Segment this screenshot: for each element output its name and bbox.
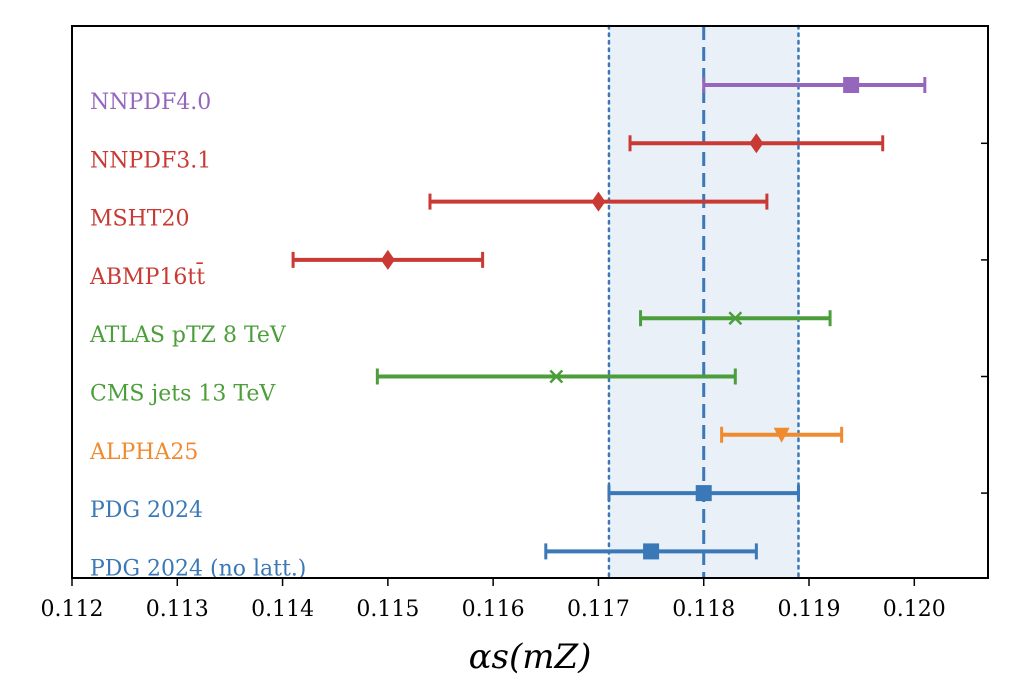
errorbar-6 [720, 426, 844, 443]
series-labels-layer: NNPDF4.0 NNPDF3.1 MSHT20 ABMP16tt̄ ATLAS pTZ… [89, 90, 306, 581]
series-label-2: MSHT20 [90, 207, 189, 232]
series-layer [291, 77, 927, 560]
point-marker [591, 191, 606, 212]
series-label-6: ALPHA25 [89, 440, 198, 465]
point-marker [695, 485, 712, 502]
right-ticks-layer [981, 142, 988, 494]
errorbar-3 [291, 249, 485, 270]
x-tick-label: 0.119 [778, 597, 841, 622]
point-marker [843, 77, 860, 93]
x-tick-label: 0.118 [672, 597, 735, 622]
point-marker [380, 249, 395, 270]
point-marker [643, 543, 660, 560]
errorbar-2 [428, 191, 769, 212]
errorbar-4 [639, 310, 832, 327]
point-marker [728, 311, 743, 326]
x-tick-label: 0.120 [883, 597, 946, 622]
point-marker [773, 427, 790, 443]
point-marker [749, 133, 764, 154]
x-tick-label: 0.112 [41, 597, 104, 622]
errorbar-0 [702, 77, 927, 93]
series-label-4: ATLAS pTZ 8 TeV [89, 323, 287, 348]
x-tick-label: 0.115 [356, 597, 419, 622]
x-tick-label: 0.117 [567, 597, 630, 622]
errorbar-5 [375, 368, 737, 385]
x-tick-label: 0.114 [251, 597, 314, 622]
series-label-7: PDG 2024 [90, 498, 203, 523]
x-tick-label: 0.113 [146, 597, 209, 622]
x-ticks-layer: 0.112 0.113 0.114 0.115 0.116 0.117 0.118 0.119… [41, 578, 946, 622]
x-axis-label: αs(mZ) [469, 637, 592, 677]
series-label-3: ABMP16tt̄ [89, 262, 205, 290]
series-label-0: NNPDF4.0 [90, 90, 211, 115]
plot-frame [71, 25, 989, 579]
point-marker [549, 369, 564, 384]
errorbar-1 [628, 133, 885, 154]
series-label-1: NNPDF3.1 [90, 148, 211, 173]
errorbar-7 [607, 485, 800, 502]
x-tick-label: 0.116 [462, 597, 525, 622]
series-label-5: CMS jets 13 TeV [90, 382, 276, 407]
errorbar-8 [544, 543, 758, 560]
